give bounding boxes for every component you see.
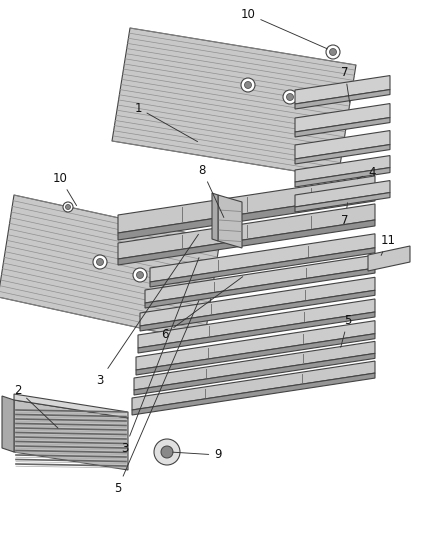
Text: 10: 10: [240, 7, 328, 49]
Circle shape: [63, 202, 73, 212]
Polygon shape: [112, 28, 356, 178]
Polygon shape: [295, 90, 390, 109]
Polygon shape: [150, 234, 375, 282]
Polygon shape: [138, 312, 375, 353]
Circle shape: [96, 259, 103, 265]
Circle shape: [241, 78, 255, 92]
Polygon shape: [136, 334, 375, 375]
Polygon shape: [140, 290, 375, 331]
Text: 7: 7: [341, 66, 350, 102]
Text: 3: 3: [96, 235, 198, 386]
Polygon shape: [132, 373, 375, 415]
Polygon shape: [0, 195, 220, 342]
Polygon shape: [218, 195, 242, 248]
Polygon shape: [138, 299, 375, 348]
Text: 8: 8: [198, 164, 224, 217]
Text: 11: 11: [381, 233, 396, 255]
Polygon shape: [150, 248, 375, 287]
Circle shape: [133, 268, 147, 282]
Circle shape: [154, 439, 180, 465]
Circle shape: [286, 93, 293, 101]
Polygon shape: [368, 246, 410, 271]
Polygon shape: [118, 220, 375, 265]
Text: 7: 7: [341, 203, 349, 227]
Polygon shape: [145, 268, 375, 308]
Polygon shape: [118, 204, 375, 259]
Circle shape: [244, 82, 251, 88]
Polygon shape: [295, 144, 390, 164]
Text: 5: 5: [114, 301, 199, 495]
Polygon shape: [118, 194, 375, 240]
Polygon shape: [295, 156, 390, 182]
Circle shape: [283, 90, 297, 104]
Text: 5: 5: [341, 313, 352, 348]
Polygon shape: [132, 361, 375, 410]
Polygon shape: [212, 193, 218, 241]
Polygon shape: [14, 394, 128, 418]
Polygon shape: [118, 176, 375, 233]
Polygon shape: [295, 76, 390, 104]
Text: 10: 10: [53, 172, 77, 206]
Polygon shape: [140, 277, 375, 326]
Circle shape: [161, 446, 173, 458]
Polygon shape: [295, 118, 390, 137]
Circle shape: [137, 271, 144, 279]
Polygon shape: [14, 400, 128, 470]
Polygon shape: [295, 181, 390, 207]
Polygon shape: [295, 131, 390, 159]
Circle shape: [66, 205, 71, 209]
Polygon shape: [134, 341, 375, 390]
Polygon shape: [295, 103, 390, 132]
Polygon shape: [145, 255, 375, 303]
Text: 3: 3: [121, 257, 199, 455]
Circle shape: [326, 45, 340, 59]
Circle shape: [93, 255, 107, 269]
Text: 9: 9: [173, 448, 222, 462]
Text: 6: 6: [161, 277, 243, 341]
Circle shape: [329, 49, 336, 55]
Polygon shape: [134, 353, 375, 395]
Text: 4: 4: [357, 166, 376, 179]
Polygon shape: [136, 321, 375, 370]
Polygon shape: [2, 396, 14, 452]
Polygon shape: [295, 167, 390, 187]
Text: 2: 2: [14, 384, 58, 428]
Text: 1: 1: [134, 101, 198, 142]
Polygon shape: [295, 192, 390, 212]
